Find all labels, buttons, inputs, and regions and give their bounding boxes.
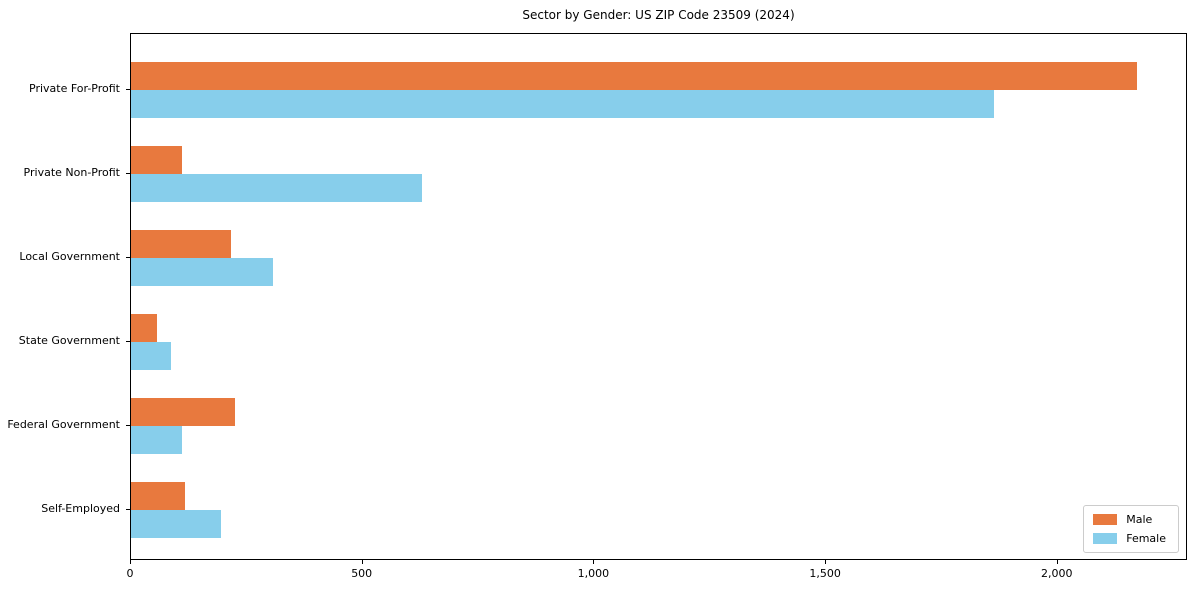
xtick-mark-2,000 — [1056, 560, 1058, 564]
ytick-mark-private-non-profit — [126, 173, 130, 174]
bar-male-state-government — [131, 314, 157, 342]
xtick-mark-500 — [361, 560, 363, 564]
legend: Male Female — [1083, 505, 1179, 553]
xtick-label-2,000: 2,000 — [1041, 567, 1073, 580]
bar-female-private-for-profit — [131, 90, 995, 118]
legend-label-male: Male — [1126, 513, 1153, 526]
legend-item-female: Female — [1093, 532, 1166, 545]
bar-female-self-employed — [131, 510, 221, 538]
bar-female-local-government — [131, 258, 274, 286]
legend-item-male: Male — [1093, 513, 1166, 526]
legend-swatch-female — [1093, 533, 1118, 544]
legend-swatch-male — [1093, 514, 1118, 525]
bar-female-private-non-profit — [131, 174, 422, 202]
ytick-label-self-employed: Self-Employed — [41, 502, 120, 515]
ytick-label-state-government: State Government — [18, 334, 120, 347]
legend-label-female: Female — [1126, 532, 1166, 545]
xtick-mark-1,000 — [593, 560, 595, 564]
chart-title: Sector by Gender: US ZIP Code 23509 (202… — [522, 8, 795, 22]
bar-male-federal-government — [131, 398, 236, 426]
plot-area: Male Female — [130, 33, 1187, 560]
ytick-mark-self-employed — [126, 509, 130, 510]
ytick-label-federal-government: Federal Government — [7, 418, 120, 431]
xtick-label-1,000: 1,000 — [577, 567, 610, 580]
bar-male-self-employed — [131, 482, 186, 510]
xtick-label-0: 0 — [126, 567, 134, 580]
ytick-mark-federal-government — [126, 425, 130, 426]
bar-female-federal-government — [131, 426, 183, 454]
xtick-mark-1,500 — [825, 560, 827, 564]
bar-male-private-for-profit — [131, 62, 1137, 90]
bar-male-local-government — [131, 230, 232, 258]
ytick-mark-local-government — [126, 257, 130, 258]
bar-female-state-government — [131, 342, 172, 370]
xtick-mark-0 — [130, 560, 131, 564]
ytick-label-private-for-profit: Private For-Profit — [29, 82, 120, 95]
xtick-label-500: 500 — [351, 567, 373, 580]
xtick-label-1,500: 1,500 — [809, 567, 841, 580]
ytick-mark-state-government — [126, 341, 130, 342]
ytick-mark-private-for-profit — [126, 89, 130, 90]
ytick-label-private-non-profit: Private Non-Profit — [23, 166, 120, 179]
ytick-label-local-government: Local Government — [19, 250, 120, 263]
bar-male-private-non-profit — [131, 146, 183, 174]
